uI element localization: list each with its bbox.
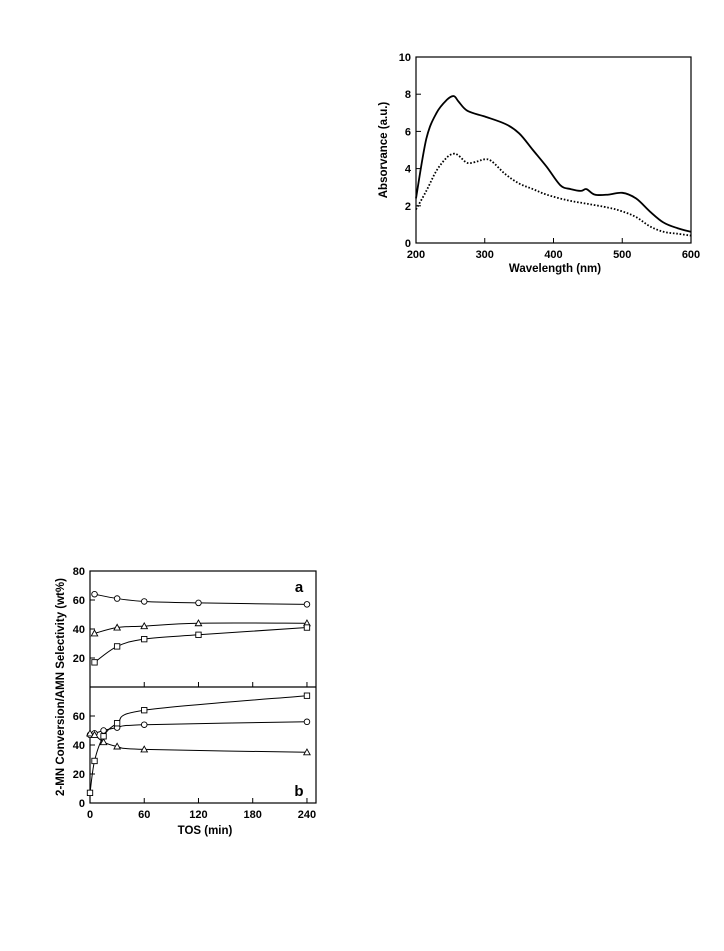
data-point-triangle <box>86 729 94 737</box>
y-tick-label: 8 <box>405 89 411 101</box>
data-point-triangle <box>90 629 99 637</box>
series-line-triangle <box>94 622 308 634</box>
data-point-triangle <box>113 623 122 631</box>
y-tick-label: 60 <box>73 595 85 607</box>
series-dotted-line <box>415 152 692 237</box>
data-point-circle <box>91 590 98 598</box>
y-tick-label: 6 <box>405 126 411 138</box>
data-point-square <box>91 659 98 666</box>
y-tick-label: 4 <box>405 164 412 176</box>
data-point-square <box>195 631 202 638</box>
x-tick-label: 300 <box>476 249 494 261</box>
data-point-square <box>303 692 311 699</box>
absorbance-y-ticks: 0 2 4 6 8 10 <box>399 52 421 250</box>
conversion-y-axis-label: 2-MN Conversion/AMN Selectivity (wt%) <box>55 578 67 796</box>
conversion-x-ticks: 0 60 120 180 240 <box>87 682 316 821</box>
data-point-square <box>100 733 107 740</box>
x-tick-label: 500 <box>613 249 631 261</box>
data-point-circle <box>195 599 202 607</box>
data-point-triangle <box>99 737 108 746</box>
panel-label-b: b <box>294 783 303 800</box>
data-point-triangle <box>302 748 311 756</box>
x-tick-label: 120 <box>189 809 207 821</box>
data-point-square <box>141 636 148 643</box>
data-point-circle <box>140 598 148 605</box>
series-solid-line <box>415 95 692 233</box>
data-point-triangle <box>140 745 149 753</box>
data-point-square <box>113 643 121 650</box>
x-tick-label: 60 <box>138 809 150 821</box>
data-point-circle <box>303 718 311 726</box>
y-tick-label: 20 <box>73 769 85 781</box>
absorbance-y-axis-label: Absorvance (a.u.) <box>378 102 390 199</box>
data-point-triangle <box>140 621 149 630</box>
conversion-y-ticks: 20 40 60 80 0 20 40 60 <box>73 566 95 810</box>
absorbance-plot-frame <box>415 56 692 244</box>
data-point-triangle <box>194 619 203 627</box>
data-point-circle <box>303 601 311 608</box>
y-tick-label: 2 <box>405 201 411 213</box>
conversion-series <box>86 590 311 797</box>
absorbance-x-ticks: 200 300 400 500 600 <box>407 238 700 261</box>
conversion-x-axis-label: TOS (min) <box>178 825 233 837</box>
data-point-triangle <box>90 730 99 738</box>
y-tick-label: 20 <box>73 653 85 665</box>
absorbance-x-axis-label: Wavelength (nm) <box>509 263 601 275</box>
data-point-square <box>303 624 311 631</box>
data-point-square <box>113 720 121 727</box>
y-tick-label: 0 <box>405 238 411 250</box>
absorbance-series <box>415 95 692 237</box>
y-tick-label: 40 <box>73 740 85 752</box>
x-tick-label: 180 <box>244 809 262 821</box>
data-point-circle <box>113 595 121 602</box>
data-point-square <box>91 757 98 765</box>
y-tick-label: 40 <box>73 624 85 636</box>
x-tick-label: 600 <box>682 249 700 261</box>
data-point-triangle <box>113 742 122 750</box>
data-point-circle <box>140 721 148 728</box>
data-point-circle <box>100 727 107 734</box>
series-line-square <box>89 695 308 793</box>
panel-label-a: a <box>295 579 304 596</box>
data-point-square <box>141 707 148 714</box>
x-tick-label: 240 <box>298 809 316 821</box>
data-point-square <box>86 789 94 797</box>
x-tick-label: 200 <box>407 249 425 261</box>
x-tick-label: 0 <box>87 809 93 821</box>
series-line-circle <box>89 721 308 736</box>
y-tick-label: 60 <box>73 711 85 723</box>
series-line-triangle <box>89 732 308 753</box>
y-tick-label: 0 <box>79 798 85 810</box>
y-tick-label: 10 <box>399 52 411 64</box>
y-tick-label: 80 <box>73 566 85 578</box>
conversion-chart: 0 60 120 180 240 20 40 60 80 0 20 40 60 a b TOS (mi… <box>55 566 317 837</box>
x-tick-label: 400 <box>544 249 562 261</box>
